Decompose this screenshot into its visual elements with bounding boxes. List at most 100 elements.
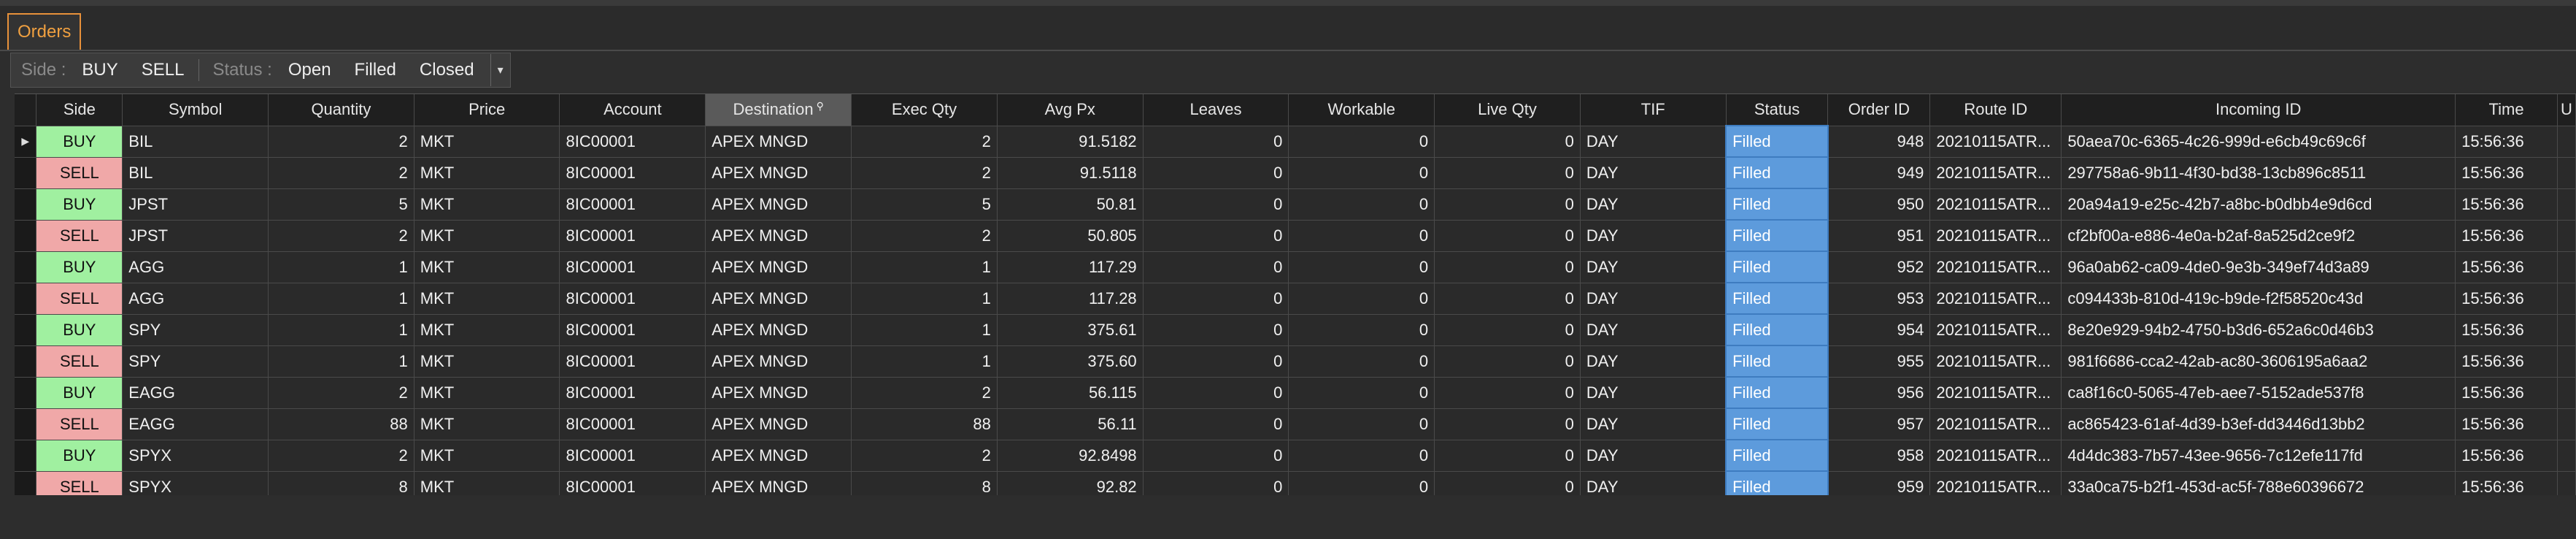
side-cell[interactable]: BUY	[36, 314, 123, 346]
workable-cell[interactable]: 0	[1288, 251, 1435, 283]
closed-filter-button[interactable]: Closed	[419, 60, 474, 80]
route-id-cell[interactable]: 20210115ATR...	[1929, 188, 2062, 221]
quantity-cell[interactable]: 2	[268, 220, 414, 252]
leaves-cell[interactable]: 0	[1143, 251, 1289, 283]
symbol-cell[interactable]: JPST	[122, 220, 269, 252]
column-header-incoming-id[interactable]: Incoming ID	[2061, 94, 2456, 126]
column-header-price[interactable]: Price	[414, 94, 560, 126]
quantity-cell[interactable]: 2	[268, 440, 414, 472]
tif-cell[interactable]: DAY	[1580, 157, 1727, 189]
order-id-cell[interactable]: 957	[1827, 408, 1931, 440]
row-selector[interactable]	[15, 188, 37, 221]
avg-px-cell[interactable]: 56.115	[997, 377, 1144, 409]
exec-qty-cell[interactable]: 88	[851, 408, 998, 440]
route-id-cell[interactable]: 20210115ATR...	[1929, 345, 2062, 378]
time-cell[interactable]: 15:56:36	[2455, 471, 2558, 496]
table-row[interactable]: BUY SPYX 2 MKT 8IC00001 APEX MNGD 2 92.8498 0 0 0 D…	[15, 439, 2576, 472]
leaves-cell[interactable]: 0	[1143, 377, 1289, 409]
table-row[interactable]: BUY AGG 1 MKT 8IC00001 APEX MNGD 1 117.29 0 0 0 DAY…	[15, 251, 2576, 283]
table-row[interactable]: BUY JPST 5 MKT 8IC00001 APEX MNGD 5 50.81 0 0 0 DAY…	[15, 188, 2576, 221]
open-filter-button[interactable]: Open	[288, 60, 331, 80]
column-header-exec-qty[interactable]: Exec Qty	[851, 94, 998, 126]
quantity-cell[interactable]: 1	[268, 251, 414, 283]
u-cell[interactable]	[2557, 251, 2576, 283]
live-qty-cell[interactable]: 0	[1434, 126, 1581, 158]
row-selector[interactable]	[15, 314, 37, 346]
avg-px-cell[interactable]: 117.28	[997, 283, 1144, 315]
status-cell[interactable]: Filled	[1725, 219, 1829, 252]
filled-filter-button[interactable]: Filled	[354, 60, 396, 80]
tif-cell[interactable]: DAY	[1580, 377, 1727, 409]
workable-cell[interactable]: 0	[1288, 471, 1435, 496]
u-cell[interactable]	[2557, 126, 2576, 158]
status-cell[interactable]: Filled	[1725, 470, 1829, 496]
price-cell[interactable]: MKT	[414, 220, 560, 252]
symbol-cell[interactable]: BIL	[122, 126, 269, 158]
avg-px-cell[interactable]: 92.8498	[997, 440, 1144, 472]
exec-qty-cell[interactable]: 1	[851, 251, 998, 283]
tif-cell[interactable]: DAY	[1580, 440, 1727, 472]
price-cell[interactable]: MKT	[414, 377, 560, 409]
price-cell[interactable]: MKT	[414, 188, 560, 221]
exec-qty-cell[interactable]: 5	[851, 188, 998, 221]
symbol-cell[interactable]: SPY	[122, 314, 269, 346]
side-cell[interactable]: BUY	[36, 126, 123, 158]
u-cell[interactable]	[2557, 220, 2576, 252]
column-header-order-id[interactable]: Order ID	[1827, 94, 1931, 126]
side-cell[interactable]: SELL	[36, 408, 123, 440]
u-cell[interactable]	[2557, 440, 2576, 472]
filter-icon[interactable]: ⚲	[816, 100, 824, 112]
leaves-cell[interactable]: 0	[1143, 345, 1289, 378]
row-selector[interactable]	[15, 471, 37, 496]
quantity-cell[interactable]: 88	[268, 408, 414, 440]
route-id-cell[interactable]: 20210115ATR...	[1929, 377, 2062, 409]
table-row[interactable]: BUY SPY 1 MKT 8IC00001 APEX MNGD 1 375.61 0 0 0 DAY…	[15, 313, 2576, 346]
time-cell[interactable]: 15:56:36	[2455, 377, 2558, 409]
price-cell[interactable]: MKT	[414, 440, 560, 472]
symbol-cell[interactable]: BIL	[122, 157, 269, 189]
price-cell[interactable]: MKT	[414, 126, 560, 158]
price-cell[interactable]: MKT	[414, 345, 560, 378]
side-cell[interactable]: SELL	[36, 283, 123, 315]
workable-cell[interactable]: 0	[1288, 314, 1435, 346]
live-qty-cell[interactable]: 0	[1434, 471, 1581, 496]
destination-cell[interactable]: APEX MNGD	[705, 251, 852, 283]
time-cell[interactable]: 15:56:36	[2455, 220, 2558, 252]
time-cell[interactable]: 15:56:36	[2455, 283, 2558, 315]
column-header-avg-px[interactable]: Avg Px	[997, 94, 1144, 126]
order-id-cell[interactable]: 949	[1827, 157, 1931, 189]
incoming-id-cell[interactable]: ac865423-61af-4d39-b3ef-dd3446d13bb2	[2061, 408, 2456, 440]
status-cell[interactable]: Filled	[1725, 251, 1829, 283]
status-cell[interactable]: Filled	[1725, 345, 1829, 378]
account-cell[interactable]: 8IC00001	[559, 377, 706, 409]
leaves-cell[interactable]: 0	[1143, 314, 1289, 346]
column-header-status[interactable]: Status	[1726, 94, 1829, 126]
tif-cell[interactable]: DAY	[1580, 251, 1727, 283]
tab-orders[interactable]: Orders	[7, 13, 82, 50]
leaves-cell[interactable]: 0	[1143, 126, 1289, 158]
symbol-cell[interactable]: EAGG	[122, 377, 269, 409]
u-cell[interactable]	[2557, 471, 2576, 496]
quantity-cell[interactable]: 2	[268, 377, 414, 409]
account-cell[interactable]: 8IC00001	[559, 314, 706, 346]
leaves-cell[interactable]: 0	[1143, 283, 1289, 315]
incoming-id-cell[interactable]: 50aea70c-6365-4c26-999d-e6cb49c69c6f	[2061, 126, 2456, 158]
account-cell[interactable]: 8IC00001	[559, 157, 706, 189]
live-qty-cell[interactable]: 0	[1434, 220, 1581, 252]
row-selector[interactable]	[15, 157, 37, 189]
exec-qty-cell[interactable]: 2	[851, 126, 998, 158]
workable-cell[interactable]: 0	[1288, 157, 1435, 189]
table-row[interactable]: SELL BIL 2 MKT 8IC00001 APEX MNGD 2 91.5118 0 0 0 D…	[15, 156, 2576, 189]
order-id-cell[interactable]: 948	[1827, 126, 1931, 158]
incoming-id-cell[interactable]: ca8f16c0-5065-47eb-aee7-5152ade537f8	[2061, 377, 2456, 409]
price-cell[interactable]: MKT	[414, 283, 560, 315]
exec-qty-cell[interactable]: 1	[851, 314, 998, 346]
live-qty-cell[interactable]: 0	[1434, 188, 1581, 221]
exec-qty-cell[interactable]: 1	[851, 345, 998, 378]
live-qty-cell[interactable]: 0	[1434, 377, 1581, 409]
price-cell[interactable]: MKT	[414, 471, 560, 496]
row-selector[interactable]	[15, 283, 37, 315]
status-cell[interactable]: Filled	[1725, 313, 1829, 346]
quantity-cell[interactable]: 1	[268, 314, 414, 346]
tif-cell[interactable]: DAY	[1580, 314, 1727, 346]
